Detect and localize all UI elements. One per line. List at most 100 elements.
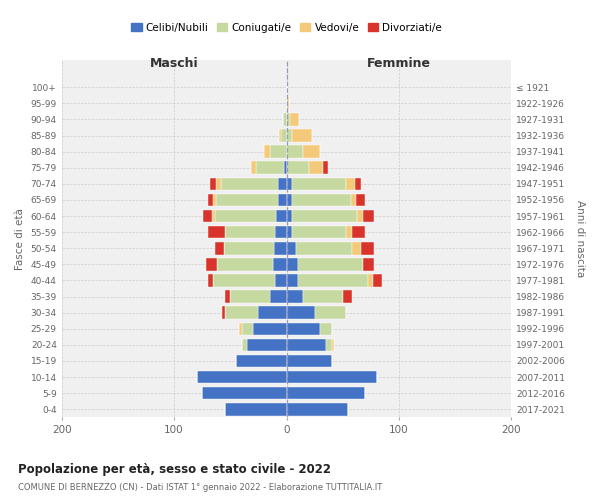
Bar: [287, 113, 290, 126]
Bar: [269, 146, 287, 158]
Bar: [214, 274, 275, 287]
Bar: [298, 274, 368, 287]
Bar: [296, 242, 352, 254]
Bar: [208, 226, 225, 238]
Bar: [350, 194, 356, 206]
Bar: [208, 194, 214, 206]
Bar: [278, 194, 287, 206]
Bar: [343, 290, 352, 303]
Bar: [217, 258, 273, 270]
Bar: [287, 258, 298, 270]
Text: Femmine: Femmine: [367, 56, 431, 70]
Bar: [355, 178, 361, 190]
Bar: [273, 258, 287, 270]
Bar: [221, 178, 278, 190]
Bar: [277, 210, 287, 222]
Bar: [356, 194, 365, 206]
Bar: [298, 258, 363, 270]
Bar: [304, 290, 343, 303]
Bar: [284, 162, 287, 174]
Bar: [253, 322, 287, 335]
Bar: [292, 130, 313, 142]
Bar: [287, 178, 292, 190]
Bar: [304, 146, 320, 158]
Bar: [309, 162, 323, 174]
Bar: [206, 258, 217, 270]
Bar: [290, 113, 299, 126]
Bar: [236, 354, 287, 368]
Bar: [292, 194, 350, 206]
Bar: [287, 194, 292, 206]
Bar: [352, 226, 365, 238]
Bar: [203, 210, 212, 222]
Bar: [287, 242, 296, 254]
Bar: [287, 226, 292, 238]
Bar: [264, 146, 269, 158]
Y-axis label: Fasce di età: Fasce di età: [15, 208, 25, 270]
Bar: [225, 226, 275, 238]
Bar: [208, 274, 214, 287]
Bar: [363, 258, 374, 270]
Bar: [287, 371, 377, 384]
Legend: Celibi/Nubili, Coniugati/e, Vedovi/e, Divorziati/e: Celibi/Nubili, Coniugati/e, Vedovi/e, Di…: [127, 18, 446, 37]
Bar: [283, 113, 287, 126]
Bar: [225, 290, 230, 303]
Bar: [269, 290, 287, 303]
Bar: [215, 210, 277, 222]
Bar: [363, 210, 374, 222]
Bar: [320, 322, 332, 335]
Bar: [281, 130, 287, 142]
Bar: [259, 306, 287, 319]
Bar: [346, 226, 352, 238]
Bar: [287, 322, 320, 335]
Bar: [287, 274, 298, 287]
Bar: [287, 146, 304, 158]
Bar: [242, 338, 247, 351]
Bar: [230, 290, 269, 303]
Bar: [287, 354, 332, 368]
Bar: [358, 210, 363, 222]
Bar: [278, 130, 281, 142]
Bar: [287, 130, 292, 142]
Bar: [287, 210, 292, 222]
Bar: [287, 338, 326, 351]
Bar: [287, 290, 304, 303]
Bar: [256, 162, 284, 174]
Bar: [223, 306, 225, 319]
Bar: [292, 226, 346, 238]
Bar: [242, 322, 253, 335]
Bar: [239, 322, 242, 335]
Bar: [225, 403, 287, 415]
Bar: [287, 387, 365, 400]
Bar: [361, 242, 374, 254]
Bar: [292, 210, 358, 222]
Bar: [214, 194, 216, 206]
Bar: [224, 242, 274, 254]
Bar: [247, 338, 287, 351]
Bar: [278, 178, 287, 190]
Bar: [332, 338, 334, 351]
Bar: [216, 194, 278, 206]
Bar: [225, 306, 259, 319]
Bar: [274, 242, 287, 254]
Bar: [202, 387, 287, 400]
Bar: [287, 403, 349, 415]
Bar: [251, 162, 256, 174]
Bar: [314, 306, 346, 319]
Bar: [373, 274, 382, 287]
Bar: [287, 162, 309, 174]
Bar: [346, 178, 355, 190]
Bar: [352, 242, 361, 254]
Bar: [215, 242, 224, 254]
Bar: [292, 178, 346, 190]
Bar: [216, 178, 221, 190]
Bar: [287, 306, 314, 319]
Bar: [368, 274, 373, 287]
Bar: [275, 274, 287, 287]
Bar: [287, 97, 289, 110]
Bar: [210, 178, 216, 190]
Bar: [212, 210, 215, 222]
Text: Popolazione per età, sesso e stato civile - 2022: Popolazione per età, sesso e stato civil…: [18, 462, 331, 475]
Bar: [275, 226, 287, 238]
Y-axis label: Anni di nascita: Anni di nascita: [575, 200, 585, 277]
